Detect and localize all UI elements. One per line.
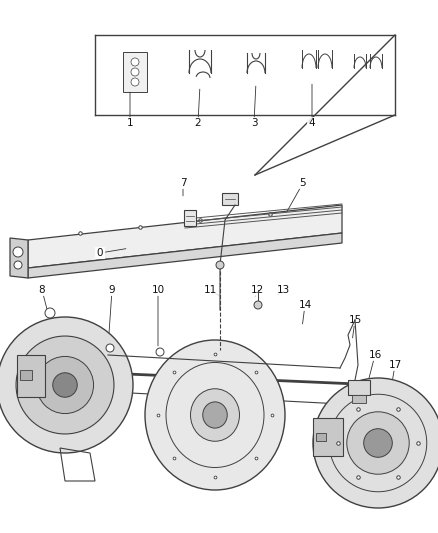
Circle shape <box>216 261 224 269</box>
Circle shape <box>156 348 164 356</box>
Circle shape <box>106 344 114 352</box>
Circle shape <box>36 357 94 414</box>
Bar <box>352 395 366 403</box>
Circle shape <box>14 261 22 269</box>
Circle shape <box>254 301 262 309</box>
Text: 9: 9 <box>109 285 115 295</box>
Text: 7: 7 <box>180 178 186 188</box>
Text: 13: 13 <box>276 285 290 295</box>
Text: 0: 0 <box>97 248 103 258</box>
Bar <box>123 52 147 92</box>
Text: 2: 2 <box>194 118 201 128</box>
Bar <box>348 380 370 395</box>
Circle shape <box>0 317 133 453</box>
Circle shape <box>16 336 114 434</box>
Text: 8: 8 <box>39 285 45 295</box>
Ellipse shape <box>145 340 285 490</box>
Bar <box>222 193 238 205</box>
Bar <box>184 210 196 226</box>
Bar <box>20 370 32 380</box>
Circle shape <box>364 429 392 457</box>
Ellipse shape <box>203 402 227 428</box>
Text: 14: 14 <box>298 300 311 310</box>
Circle shape <box>131 78 139 86</box>
Circle shape <box>131 58 139 66</box>
Polygon shape <box>28 233 342 278</box>
Text: 15: 15 <box>348 315 362 325</box>
Circle shape <box>347 412 409 474</box>
Polygon shape <box>37 330 95 415</box>
Text: 17: 17 <box>389 360 402 370</box>
Bar <box>17 355 45 397</box>
Circle shape <box>313 378 438 508</box>
Text: 3: 3 <box>251 118 257 128</box>
Circle shape <box>131 68 139 76</box>
Bar <box>316 433 326 441</box>
Bar <box>313 418 343 456</box>
Text: 10: 10 <box>152 285 165 295</box>
Text: 16: 16 <box>368 350 381 360</box>
Polygon shape <box>10 238 28 278</box>
Text: 12: 12 <box>251 285 264 295</box>
Text: 5: 5 <box>300 178 306 188</box>
Circle shape <box>45 308 55 318</box>
Polygon shape <box>28 205 342 268</box>
Text: 4: 4 <box>309 118 315 128</box>
Circle shape <box>53 373 77 397</box>
Text: 11: 11 <box>203 285 217 295</box>
Ellipse shape <box>191 389 240 441</box>
Text: 1: 1 <box>127 118 133 128</box>
Circle shape <box>13 247 23 257</box>
